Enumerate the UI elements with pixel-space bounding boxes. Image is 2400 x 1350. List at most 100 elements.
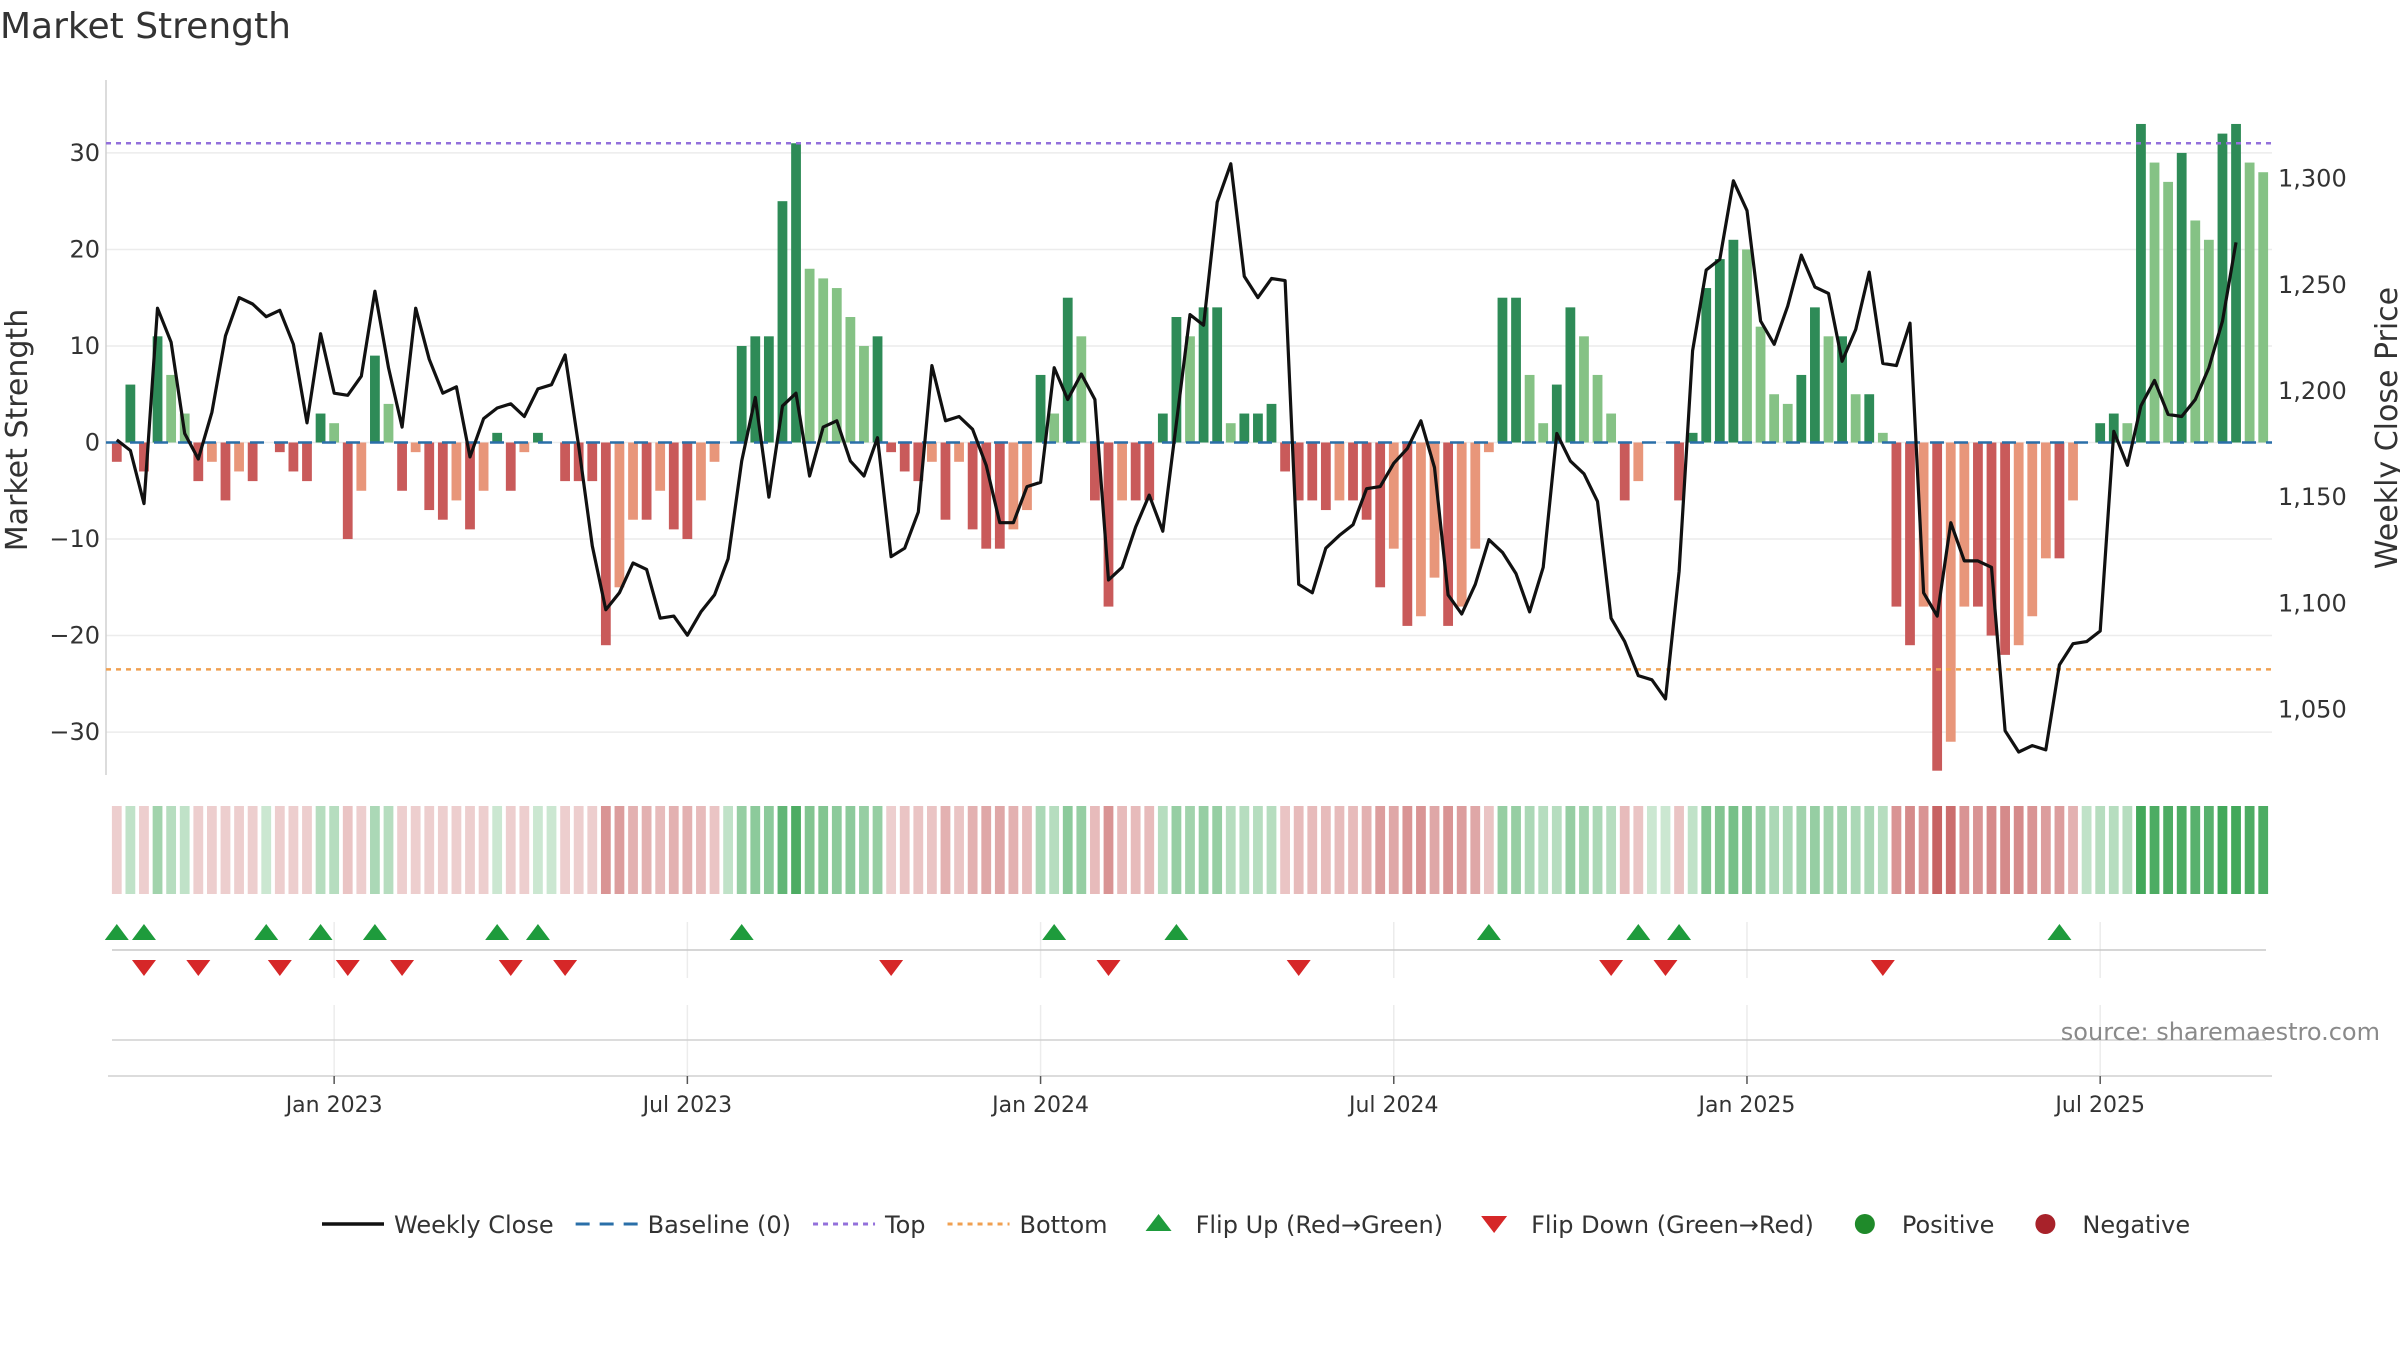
- flip-up-marker: [308, 924, 333, 940]
- state-cell: [2000, 806, 2010, 894]
- flip-down-marker: [186, 960, 211, 976]
- state-cell: [2149, 806, 2160, 894]
- state-cell: [1117, 806, 1127, 894]
- strength-bar: [2027, 442, 2038, 617]
- strength-bar: [1266, 403, 1277, 443]
- strength-bar: [206, 442, 217, 462]
- strength-bar: [139, 442, 149, 472]
- strength-bar: [370, 355, 380, 443]
- strength-bar: [1755, 326, 1766, 443]
- state-cell: [1320, 806, 1331, 894]
- strength-bar: [1103, 442, 1114, 607]
- state-cell: [1728, 806, 1739, 894]
- state-cell: [1280, 806, 1290, 894]
- strength-bar: [1429, 442, 1440, 578]
- state-cell: [1483, 806, 1494, 894]
- strength-bar: [1538, 423, 1549, 443]
- state-cell: [1185, 806, 1195, 894]
- state-cell: [886, 806, 897, 894]
- strength-bar: [1130, 442, 1141, 501]
- strength-bar: [1198, 307, 1209, 443]
- strength-bar: [193, 442, 204, 482]
- strength-bar: [1307, 442, 1318, 501]
- state-cell: [193, 806, 204, 894]
- flip-down-marker: [1286, 960, 1311, 976]
- y-left-tick-label: 30: [69, 139, 100, 167]
- strength-bar: [451, 442, 462, 501]
- state-cell: [1443, 806, 1454, 894]
- strength-bar: [2000, 442, 2010, 655]
- state-cell: [1130, 806, 1141, 894]
- state-cell: [1076, 806, 1087, 894]
- legend-flip-up-swatch: [1145, 1214, 1172, 1231]
- state-cell: [1986, 806, 1997, 894]
- strength-bar: [560, 442, 570, 482]
- strength-bar: [2231, 123, 2241, 443]
- flip-down-marker: [131, 960, 156, 976]
- state-cell: [750, 806, 761, 894]
- state-cell: [655, 806, 666, 894]
- strength-bar: [288, 442, 299, 472]
- y-left-tick-label: 10: [69, 332, 100, 360]
- state-cell: [1973, 806, 1983, 894]
- strength-bar: [899, 442, 910, 472]
- state-cell: [383, 806, 394, 894]
- state-cell: [465, 806, 475, 894]
- strength-bar: [872, 336, 883, 443]
- state-cell: [1198, 806, 1209, 894]
- strength-bar: [2190, 220, 2201, 443]
- state-cell: [1090, 806, 1100, 894]
- state-cell: [1470, 806, 1481, 894]
- strength-bar: [1986, 442, 1997, 636]
- legend-label: Flip Up (Red→Green): [1196, 1211, 1444, 1239]
- strength-bar: [1212, 307, 1223, 443]
- strength-bar: [1062, 297, 1073, 443]
- strength-bar: [1579, 336, 1589, 443]
- flip-up-marker: [131, 924, 156, 940]
- flip-down-marker: [390, 960, 415, 976]
- strength-bar: [1348, 442, 1358, 501]
- state-cell: [220, 806, 231, 894]
- state-cell: [1619, 806, 1630, 894]
- strength-bar: [492, 432, 503, 443]
- strength-bar: [1524, 374, 1535, 443]
- strength-bar: [2258, 172, 2269, 443]
- strength-bar: [1837, 336, 1847, 443]
- strength-bar: [859, 345, 869, 443]
- y-left-tick-label: 20: [69, 235, 100, 263]
- strength-bar: [1728, 239, 1739, 443]
- state-cell: [179, 806, 190, 894]
- state-cell: [2122, 806, 2133, 894]
- chart-title: Market Strength: [0, 6, 291, 47]
- strength-bar: [1253, 413, 1263, 443]
- state-cell: [1212, 806, 1223, 894]
- state-cell: [451, 806, 462, 894]
- state-cell: [1592, 806, 1603, 894]
- strength-bar: [465, 442, 475, 530]
- state-cell: [1755, 806, 1766, 894]
- strength-bar: [1742, 249, 1752, 443]
- state-cell: [125, 806, 136, 894]
- strength-bar: [1239, 413, 1250, 443]
- flip-down-marker: [498, 960, 523, 976]
- strength-bar: [1402, 442, 1413, 626]
- state-cell: [1646, 806, 1657, 894]
- state-cell: [899, 806, 910, 894]
- state-cell: [940, 806, 951, 894]
- strength-bar: [696, 442, 706, 501]
- state-cell: [288, 806, 299, 894]
- strength-bar: [1022, 442, 1032, 511]
- state-cell: [1008, 806, 1019, 894]
- state-cell: [2176, 806, 2187, 894]
- state-cell: [1144, 806, 1155, 894]
- strength-bar: [777, 201, 788, 443]
- state-cell: [1864, 806, 1875, 894]
- legend-label: Positive: [1902, 1211, 1995, 1239]
- flip-up-marker: [485, 924, 510, 940]
- strength-bar: [1973, 442, 1983, 607]
- state-cell: [1837, 806, 1847, 894]
- strength-bar: [967, 442, 978, 530]
- state-cell: [1714, 806, 1725, 894]
- state-cell: [2258, 806, 2269, 894]
